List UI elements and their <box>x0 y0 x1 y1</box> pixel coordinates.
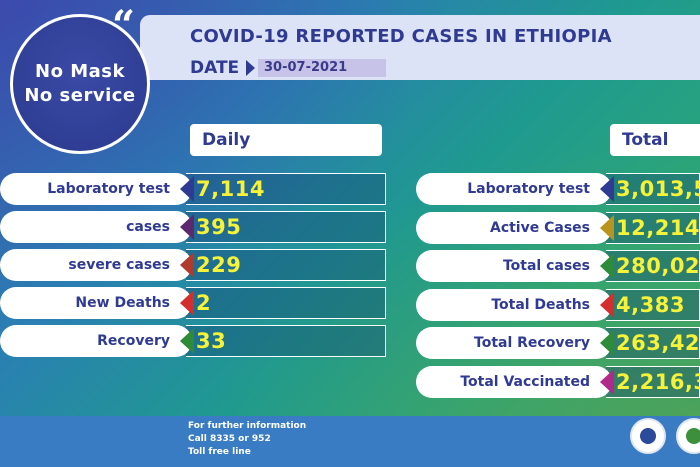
stat-value-box <box>606 365 700 398</box>
marker-arrow-icon <box>180 214 194 240</box>
stat-value: 4,383 <box>616 292 685 317</box>
no-mask-badge: No Mask No service <box>10 14 150 154</box>
stat-label: cases <box>0 211 192 243</box>
stat-value: 280,02 <box>616 254 700 278</box>
stat-label: New Deaths <box>0 287 192 319</box>
ministry-logo-icon <box>630 418 666 454</box>
stat-value: 12,214 <box>616 215 700 240</box>
stat-value-box <box>186 211 386 243</box>
stat-value: 7,114 <box>196 177 265 201</box>
stat-row: New Deaths 2 <box>0 287 386 319</box>
marker-arrow-icon <box>180 328 194 354</box>
stat-value: 229 <box>196 253 242 277</box>
stat-value-box <box>186 287 386 319</box>
institute-logo-icon <box>676 418 700 454</box>
stat-label: Total cases <box>416 250 612 282</box>
marker-arrow-icon <box>600 330 614 356</box>
stat-row: Recovery 33 <box>0 325 386 357</box>
date-arrow-icon <box>246 60 255 76</box>
stat-label: severe cases <box>0 249 192 281</box>
date-label: DATE <box>190 58 240 78</box>
stat-value: 33 <box>196 329 227 353</box>
marker-arrow-icon <box>180 252 194 278</box>
stat-value-box <box>186 249 386 281</box>
marker-arrow-icon <box>600 253 614 279</box>
footer-line-3: Toll free line <box>188 447 251 457</box>
footer-info: For further information Call 8335 or 952… <box>188 420 306 459</box>
date-value: 30-07-2021 <box>258 59 386 77</box>
stat-value-box <box>606 173 700 205</box>
stat-row: Total Vaccinated 2,216,3 <box>416 365 700 398</box>
stat-label: Total Vaccinated <box>416 365 612 398</box>
marker-arrow-icon <box>600 176 614 202</box>
stat-label: Laboratory test <box>416 173 612 205</box>
footer-line-2: Call 8335 or 952 <box>188 434 271 444</box>
stat-value-box <box>606 327 700 359</box>
stat-value: 395 <box>196 215 242 239</box>
stat-value: 2,216,3 <box>616 369 700 394</box>
stat-row: Total Recovery 263,42 <box>416 327 700 359</box>
stat-row: Laboratory test 3,013,5 <box>416 173 700 205</box>
marker-arrow-icon <box>600 214 614 241</box>
stat-value: 3,013,5 <box>616 177 700 201</box>
stat-label: Active Cases <box>416 211 612 244</box>
total-heading: Total <box>610 124 700 156</box>
stat-value-box <box>186 325 386 357</box>
badge-line-1: No Mask <box>35 61 125 82</box>
stat-label: Total Deaths <box>416 288 612 321</box>
stat-row: cases 395 <box>0 211 386 243</box>
stat-label: Total Recovery <box>416 327 612 359</box>
marker-arrow-icon <box>180 290 194 316</box>
page-title: COVID-19 REPORTED CASES IN ETHIOPIA <box>190 26 612 47</box>
stat-row: Active Cases 12,214 <box>416 211 700 244</box>
badge-line-2: No service <box>24 85 136 106</box>
stat-label: Recovery <box>0 325 192 357</box>
stat-value: 263,42 <box>616 331 700 355</box>
marker-arrow-icon <box>600 368 614 395</box>
daily-heading: Daily <box>190 124 382 156</box>
stat-row: severe cases 229 <box>0 249 386 281</box>
stat-row: Laboratory test 7,114 <box>0 173 386 205</box>
stat-value-box <box>606 211 700 244</box>
footer-bar <box>0 416 700 467</box>
stat-value: 2 <box>196 291 212 315</box>
quote-mark-icon: “ <box>112 2 136 49</box>
title-banner <box>140 15 700 80</box>
stat-value-box <box>186 173 386 205</box>
stat-value-box <box>606 250 700 282</box>
stat-row: Total Deaths 4,383 <box>416 288 700 321</box>
stat-row: Total cases 280,02 <box>416 250 700 282</box>
marker-arrow-icon <box>180 176 194 202</box>
marker-arrow-icon <box>600 291 614 318</box>
stat-label: Laboratory test <box>0 173 192 205</box>
footer-line-1: For further information <box>188 421 307 431</box>
